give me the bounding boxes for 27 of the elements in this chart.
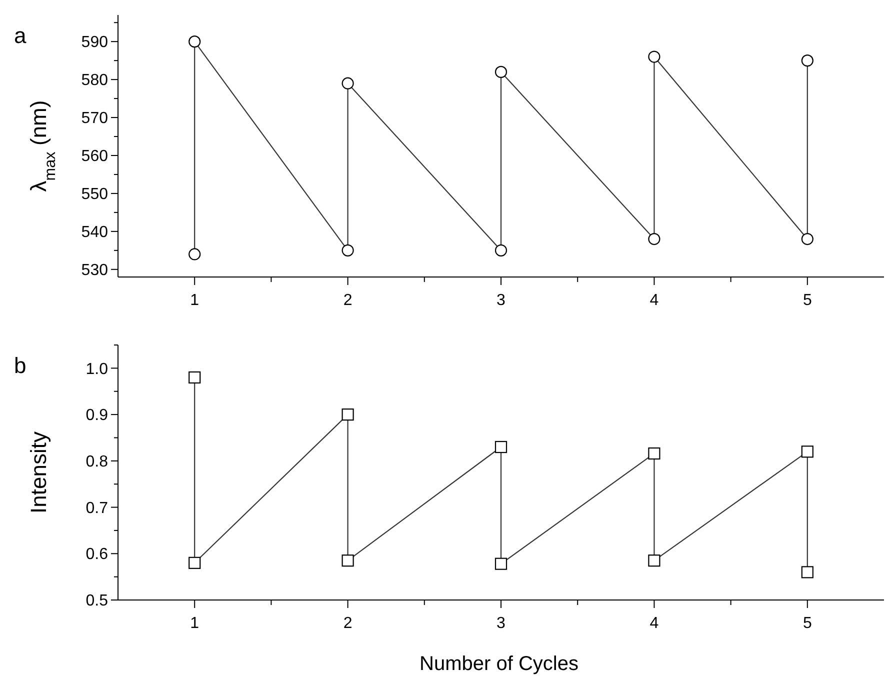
y-axis-title: Intensity xyxy=(26,432,51,514)
x-tick-label: 4 xyxy=(650,292,659,309)
x-tick-label: 1 xyxy=(190,292,200,309)
y-tick-label: 0.7 xyxy=(86,500,108,517)
y-tick-label: 0.9 xyxy=(86,407,108,424)
y-tick-label: 0.8 xyxy=(86,454,108,471)
y-tick-label: 0.6 xyxy=(86,546,108,564)
y-tick-label: 540 xyxy=(81,224,108,242)
x-tick-label: 1 xyxy=(190,615,200,632)
x-tick-label: 3 xyxy=(496,292,506,309)
x-tick-label: 4 xyxy=(650,615,659,632)
x-axis-title: Number of Cycles xyxy=(420,653,578,675)
y-tick-label: 1.0 xyxy=(86,360,108,378)
chart-title: a xyxy=(14,23,27,48)
y-tick-label: 0.5 xyxy=(86,592,108,610)
x-tick-label: 2 xyxy=(343,292,352,309)
x-tick-label: 2 xyxy=(343,615,352,632)
y-tick-label: 590 xyxy=(81,34,108,52)
y-tick-label: 550 xyxy=(81,186,108,204)
y-tick-label: 560 xyxy=(81,148,108,166)
y-tick-label: 530 xyxy=(81,262,108,280)
chart-title: b xyxy=(14,353,26,378)
y-tick-label: 570 xyxy=(81,110,108,128)
x-tick-label: 5 xyxy=(802,292,812,309)
x-tick-label: 5 xyxy=(802,615,812,632)
x-tick-label: 3 xyxy=(496,615,506,632)
y-tick-label: 580 xyxy=(81,72,108,90)
